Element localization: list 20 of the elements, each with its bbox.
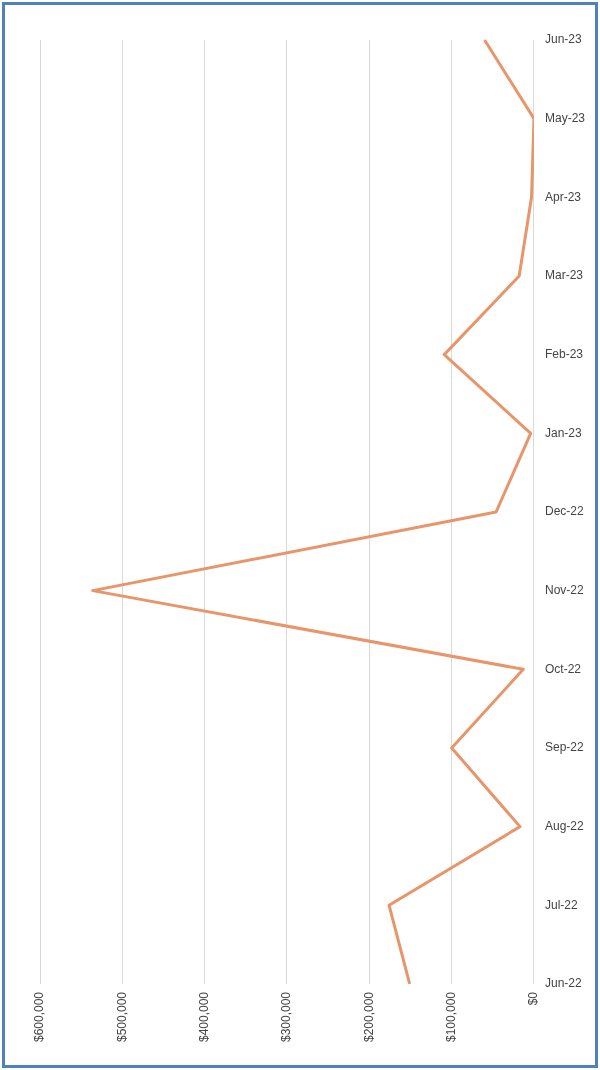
y-tick-label: Nov-22: [544, 582, 584, 597]
x-tick-label: $200,000: [361, 991, 376, 1043]
y-tick-label: Oct-22: [544, 661, 582, 676]
y-tick-label: Dec-22: [544, 504, 584, 519]
y-tick-label: Aug-22: [544, 818, 585, 833]
y-tick-label: Sep-22: [544, 740, 585, 755]
y-tick-label: May-23: [544, 110, 586, 125]
y-tick-label: Apr-23: [544, 189, 582, 204]
y-tick-label: Mar-23: [544, 268, 584, 283]
y-tick-label: Feb-23: [544, 346, 584, 361]
x-tick-label: $0: [526, 991, 541, 1006]
x-tick-label: $400,000: [196, 991, 211, 1043]
y-tick-label: Jul-22: [544, 897, 578, 912]
x-tick-label: $100,000: [443, 991, 458, 1043]
x-tick-label: $300,000: [279, 991, 294, 1043]
y-tick-label: Jan-23: [544, 425, 582, 440]
y-tick-label: Jun-22: [544, 976, 582, 991]
y-tick-label: Jun-23: [544, 32, 582, 47]
x-tick-label: $500,000: [114, 991, 129, 1043]
x-tick-label: $600,000: [32, 991, 47, 1043]
